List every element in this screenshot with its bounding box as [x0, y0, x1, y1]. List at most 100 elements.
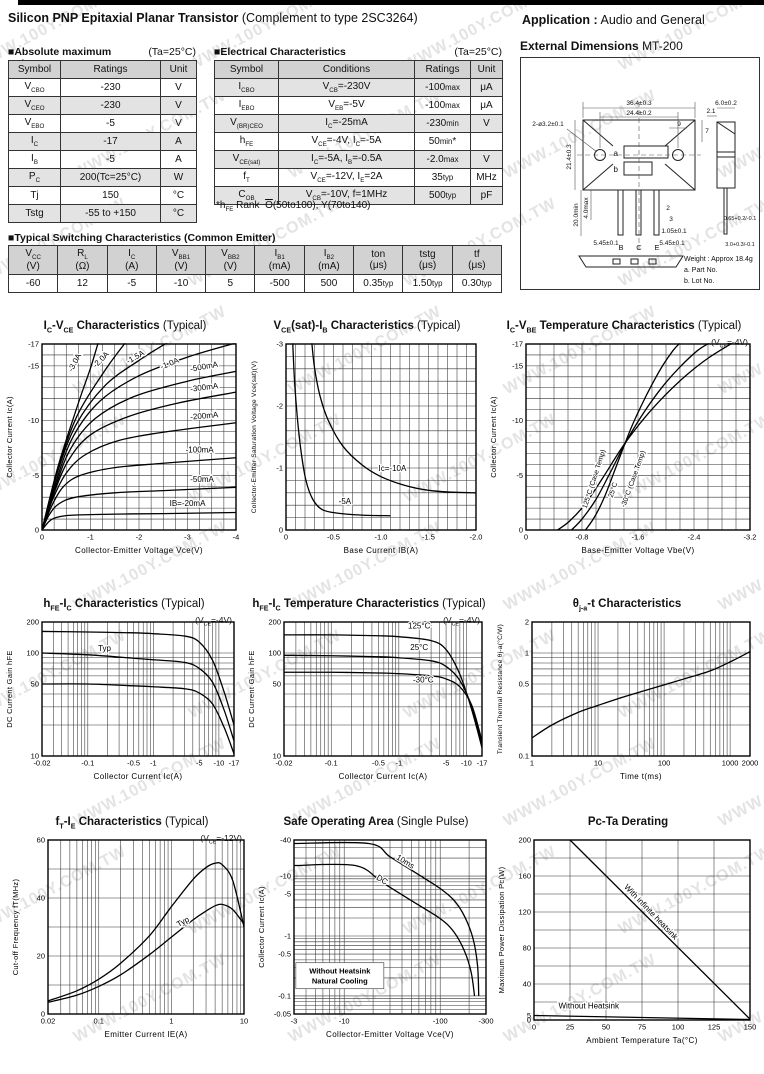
switching-value-cell: 1.50typ — [402, 274, 453, 293]
series-line — [41, 511, 237, 531]
series — [283, 634, 483, 749]
series-line — [283, 634, 483, 749]
x-axis-label: Emitter Current IE(A) — [104, 1030, 187, 1039]
chart-vcesat-ib: VCE(sat)-IB Characteristics (Typical) 0 -0… — [248, 320, 486, 560]
curve-label: With infinite heatsink — [622, 883, 680, 943]
series-line — [283, 671, 483, 742]
curve-label: -300mA — [190, 381, 220, 393]
table-row: ICBO VCB=-230V -100max μA — [214, 78, 503, 97]
tick-labels: -0.02 -0.1 -0.5 -1 -5 -10 -17 10 50 100 200 — [268, 618, 487, 768]
dim-label: 21.4±0.3 — [566, 144, 573, 170]
x-axis-label: Collector Current Ic(A) — [339, 772, 428, 781]
table-row: PC 200(Tc=25°C) W — [8, 168, 197, 187]
chart-hfe-ic: hFE-IC Characteristics (Typical) (VCE=-4V… — [4, 598, 244, 786]
svg-text:-100: -100 — [433, 1017, 448, 1026]
chart-title: hFE-IC Characteristics (Typical) — [43, 598, 205, 613]
dim-label: 2 — [666, 205, 670, 212]
abs-ratings-table: Symbol Ratings Unit VCBO -230 V VCEO -230 V VEBO… — [8, 60, 197, 223]
svg-text:100: 100 — [26, 649, 39, 658]
chart-condition-note: (VCE=-4V) — [443, 615, 480, 628]
series-line — [41, 683, 235, 755]
elec-table-body: ICBO VCB=-230V -100max μA IEBO VEB=-5V -100max… — [214, 78, 503, 205]
svg-text:5: 5 — [527, 1011, 531, 1020]
series-line — [41, 630, 235, 726]
svg-text:-2: -2 — [136, 533, 143, 542]
curve-label: -200mA — [190, 410, 219, 421]
dim-label: 7 — [705, 128, 709, 135]
dim-label: 2.1 — [706, 108, 715, 115]
svg-text:-0.5: -0.5 — [372, 759, 385, 768]
tick-labels: 1 10 100 1000 2000 0.1 0.5 1 2 — [519, 618, 759, 768]
lead-b — [617, 189, 624, 236]
mark-a-label: a — [614, 149, 619, 158]
package-drawing: 36.4±0.3 24.4±0.2 2-ø3.2±0.1 9 7 21.4±0.… — [532, 100, 756, 285]
chart-plot: -0.02 -0.1 -0.5 -1 -5 -10 -17 10 50 100 200 Collect… — [247, 618, 487, 781]
page-title: Silicon PNP Epitaxial Planar Transistor … — [8, 11, 418, 25]
pin-label-b: B — [618, 243, 623, 252]
svg-text:-0.8: -0.8 — [576, 533, 589, 542]
svg-text:25: 25 — [566, 1023, 574, 1032]
svg-text:-0.1: -0.1 — [325, 759, 338, 768]
series-line — [557, 343, 733, 531]
curve-label: Without Heatsink — [558, 1001, 619, 1010]
elec-table-header-cell: Conditions — [278, 60, 415, 79]
switching-value-cell: -10 — [155, 274, 207, 293]
svg-text:0: 0 — [35, 526, 39, 535]
switching-header-cell: tstg (μs) — [402, 245, 453, 275]
svg-text:-4: -4 — [233, 533, 240, 542]
chart-title: IC-VCE Characteristics (Typical) — [43, 320, 207, 335]
curve-label: 25°C — [607, 481, 619, 498]
elec-header: ■Electrical Characteristics (Ta=25°C) — [214, 46, 502, 58]
svg-text:0: 0 — [524, 533, 528, 542]
series-line — [41, 457, 237, 531]
switching-header-cell: VBB1 (V) — [155, 245, 207, 275]
application-label: Application : — [522, 13, 598, 27]
svg-text:-0.5: -0.5 — [127, 759, 140, 768]
svg-text:-15: -15 — [512, 361, 523, 370]
top-rule — [18, 0, 764, 5]
svg-text:80: 80 — [523, 944, 531, 953]
svg-text:1: 1 — [530, 759, 534, 768]
y-axis-label: Cut-off Frequency fT(MHz) — [11, 879, 20, 976]
svg-text:-10: -10 — [339, 1017, 350, 1026]
chart-plot: 0 -1 -2 -3 -4 0 -5 -10 -15 -17 Collector-Emitter V… — [5, 340, 240, 555]
svg-text:-2.4: -2.4 — [688, 533, 701, 542]
chart-plot: -3 -10 -100 -300 -40 -10 -5 -1 -0.5 -0.1 -0.05 Coll… — [257, 836, 494, 1039]
svg-text:-10: -10 — [461, 759, 472, 768]
elec-table-header-cell: Unit — [470, 60, 503, 79]
svg-text:125: 125 — [708, 1023, 721, 1032]
series-line — [41, 652, 235, 742]
elec-table-header-row: Symbol Conditions Ratings Unit — [214, 60, 503, 79]
switching-value-cell: 12 — [57, 274, 108, 293]
mark-b-label: b — [614, 165, 619, 174]
svg-text:10: 10 — [240, 1017, 248, 1026]
y-axis-label: Collector Current Ic(A) — [257, 886, 266, 968]
abs-ratings-ta: (Ta=25°C) — [148, 46, 196, 58]
table-row: Tj 150 °C — [8, 186, 197, 205]
chart-plot: 0 25 50 75 100 125 150 05 40 80 120 160 200 Ambient T… — [497, 836, 756, 1045]
series-line — [47, 903, 245, 1004]
series-line — [41, 391, 237, 531]
series-line — [41, 486, 237, 531]
curve-label: -50mA — [190, 475, 214, 484]
svg-text:-2: -2 — [276, 402, 283, 411]
series-line — [283, 654, 483, 745]
svg-text:200: 200 — [518, 836, 531, 845]
table-row: Tstg -55 to +150 °C — [8, 204, 197, 223]
package-bottom-view — [578, 255, 684, 268]
plot-frame — [41, 343, 237, 531]
chart-ic-vbe-temp: IC-VBE Temperature Characteristics (Typi… — [488, 320, 760, 560]
series — [41, 343, 237, 531]
dim-label: 20.0min — [573, 203, 580, 227]
curve-label: 25°C — [410, 643, 428, 652]
plot-frame — [293, 839, 487, 1015]
switching-value-cell: 0.30typ — [451, 274, 503, 293]
svg-text:40: 40 — [37, 894, 45, 903]
series-line — [47, 862, 245, 1002]
switching-header-cell: tf (μs) — [451, 245, 503, 275]
y-axis-label: Collector Current Ic(A) — [5, 396, 14, 478]
switching-header-cell: IB2 (mA) — [303, 245, 355, 275]
lead-e — [653, 189, 660, 236]
y-axis-label: DC Current Gain hFE — [247, 650, 256, 727]
svg-text:-5: -5 — [443, 759, 450, 768]
